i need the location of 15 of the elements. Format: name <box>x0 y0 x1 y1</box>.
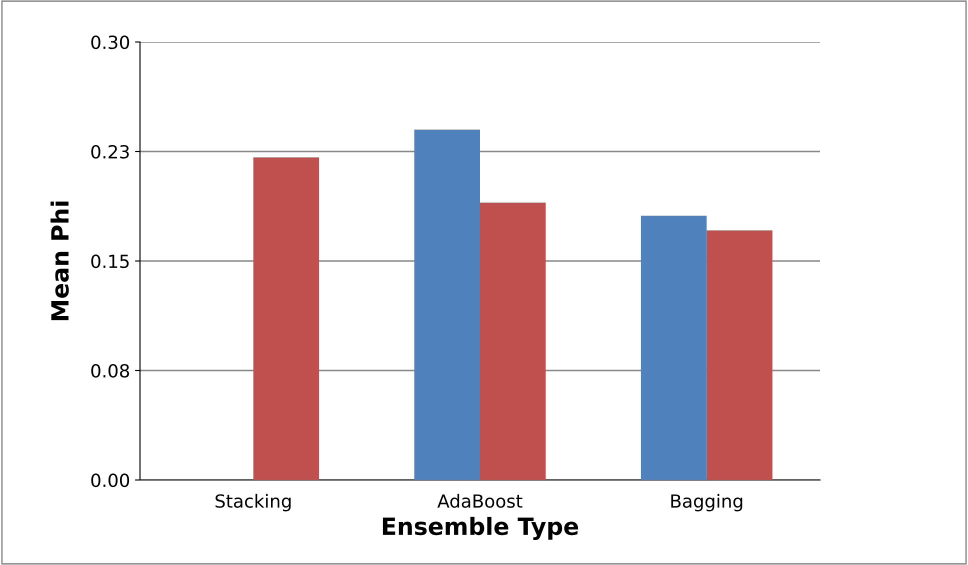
y-tick-label: 0.08 <box>91 364 130 378</box>
y-axis-title: Mean Phi <box>50 202 69 320</box>
bar <box>414 130 480 480</box>
y-tick-label: 0.00 <box>91 473 130 488</box>
x-tick-label: AdaBoost <box>437 494 522 508</box>
bar <box>706 230 772 480</box>
y-tick-label: 0.30 <box>91 35 130 50</box>
x-tick-label: Bagging <box>671 494 742 512</box>
bar <box>253 157 320 480</box>
bar <box>480 202 546 480</box>
y-tick-label: 0.15 <box>91 254 129 268</box>
x-tick-label: Stacking <box>216 494 291 512</box>
y-tick-label: 0.23 <box>91 144 129 159</box>
x-axis-title: Ensemble Type <box>382 516 578 540</box>
bar <box>640 216 707 480</box>
